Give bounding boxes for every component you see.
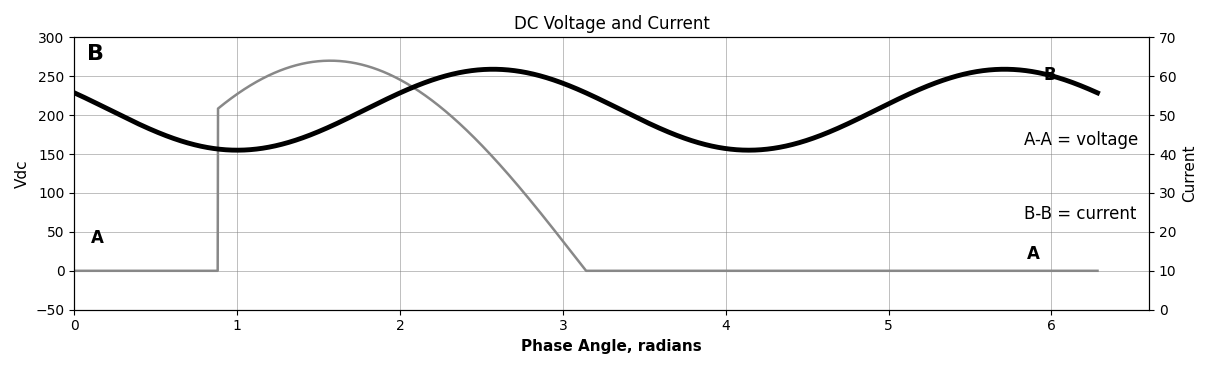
Text: B-B = current: B-B = current <box>1024 205 1137 223</box>
Text: A: A <box>1027 245 1040 263</box>
Text: B: B <box>87 44 104 65</box>
Text: A: A <box>91 229 103 247</box>
Text: B: B <box>1044 66 1056 84</box>
X-axis label: Phase Angle, radians: Phase Angle, radians <box>521 339 702 354</box>
Text: A-A = voltage: A-A = voltage <box>1024 131 1138 149</box>
Y-axis label: Current: Current <box>1182 145 1197 202</box>
Y-axis label: Vdc: Vdc <box>15 159 30 188</box>
Title: DC Voltage and Current: DC Voltage and Current <box>514 15 710 33</box>
